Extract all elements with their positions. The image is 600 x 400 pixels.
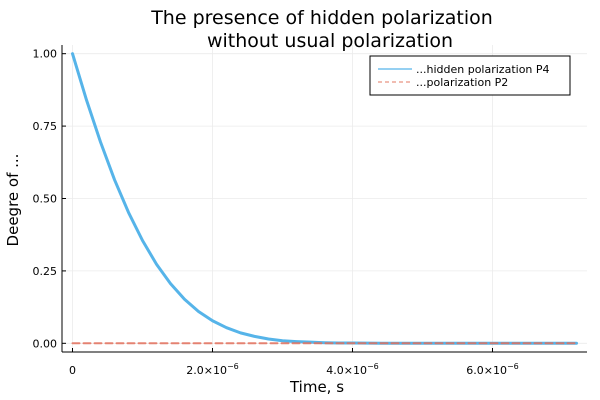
chart-title-line-2: without usual polarization — [207, 30, 453, 52]
grid-lines — [62, 45, 587, 352]
x-tick-label: 6.0×10−6 — [466, 362, 519, 377]
y-tick-label: 0.50 — [33, 193, 58, 206]
legend-label-hidden-polarization: ...hidden polarization P4 — [416, 63, 550, 76]
legend: ...hidden polarization P4 ...polarizatio… — [369, 55, 571, 96]
x-tick-label: 4.0×10−6 — [326, 362, 379, 377]
chart-title-line-1: The presence of hidden polarization — [150, 7, 493, 29]
x-tick-label: 0 — [69, 364, 76, 377]
y-tick-label: 1.00 — [33, 48, 58, 61]
y-tick-label: 0.75 — [33, 120, 58, 133]
y-axis-label: Deegre of ... — [4, 154, 22, 247]
x-axis-label: Time, s — [289, 378, 344, 396]
x-tick-label: 2.0×10−6 — [186, 362, 239, 377]
legend-box — [369, 55, 571, 96]
y-tick-label: 0.00 — [33, 337, 58, 350]
axis-ticks: 0 2.0×10−6 4.0×10−6 6.0×10−6 0.00 0.25 0.50 0.7… — [33, 48, 519, 377]
y-tick-label: 0.25 — [33, 265, 58, 278]
plot-series — [71, 52, 578, 345]
legend-label-polarization: ...polarization P2 — [416, 76, 508, 89]
